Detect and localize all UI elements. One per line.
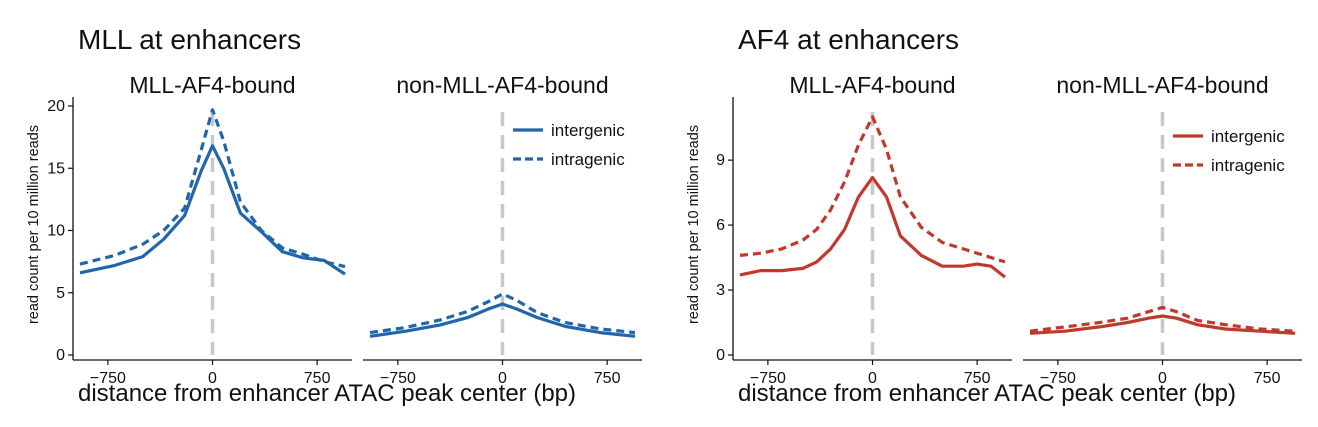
panel-title: MLL-AF4-bound [789, 72, 955, 98]
x-tick-label: −750 [1040, 370, 1076, 387]
y-tick-label: 3 [716, 282, 725, 299]
x-tick-label: 750 [1254, 370, 1281, 387]
y-axis-label: read count per 10 million reads [686, 125, 702, 324]
x-tick-label: 0 [1158, 370, 1167, 387]
series-line-intragenic [79, 108, 346, 269]
x-tick-label: 750 [304, 370, 331, 387]
panel-title: non-MLL-AF4-bound [396, 72, 608, 98]
x-tick-label: 0 [868, 370, 877, 387]
x-axis-label-mll: distance from enhancer ATAC peak center … [78, 380, 577, 407]
legend-label-intragenic: intragenic [551, 150, 625, 169]
series-line-intergenic [1029, 314, 1296, 335]
y-tick-label: 0 [56, 347, 65, 364]
panel-title: non-MLL-AF4-bound [1056, 72, 1268, 98]
series-line-intragenic [369, 292, 636, 335]
chart-panel-3: MLL-AF4-bound −750 0 750 0 3 6 9 read count per … [686, 72, 1012, 387]
chart-panel-1: MLL-AF4-bound −750 0 750 0 5 10 15 20 read count … [26, 72, 352, 387]
series-line-intergenic [739, 175, 1006, 279]
x-tick-label: −750 [90, 370, 126, 387]
y-tick-label: 20 [47, 98, 65, 115]
x-tick-label: 0 [498, 370, 507, 387]
x-tick-label: 750 [594, 370, 621, 387]
x-axis-label-af4: distance from enhancer ATAC peak center … [738, 380, 1237, 407]
legend-label-intergenic: intergenic [1211, 127, 1285, 146]
panel-title: MLL-AF4-bound [129, 72, 295, 98]
x-tick-label: 0 [208, 370, 217, 387]
legend-label-intragenic: intragenic [1211, 156, 1285, 175]
y-tick-label: 10 [47, 223, 65, 240]
series-line-intragenic [739, 115, 1006, 264]
y-axis-label: read count per 10 million reads [26, 125, 42, 324]
y-tick-label: 9 [716, 152, 725, 169]
figure-title-mll: MLL at enhancers [78, 24, 302, 55]
series-line-intragenic [1029, 305, 1296, 333]
x-tick-label: 750 [964, 370, 991, 387]
series-line-intergenic [79, 144, 346, 276]
x-tick-label: −750 [750, 370, 786, 387]
chart-panel-2: non-MLL-AF4-bound −750 0 750 intergenic intra… [363, 72, 642, 387]
series-line-intergenic [369, 302, 636, 338]
legend-label-intergenic: intergenic [551, 121, 625, 140]
y-tick-label: 0 [716, 347, 725, 364]
chart-panel-4: non-MLL-AF4-bound −750 0 750 intergenic intra… [1023, 72, 1302, 387]
y-tick-label: 6 [716, 217, 725, 234]
y-tick-label: 15 [47, 160, 65, 177]
y-tick-label: 5 [56, 285, 65, 302]
figure-title-af4: AF4 at enhancers [738, 24, 960, 55]
x-tick-label: −750 [380, 370, 416, 387]
